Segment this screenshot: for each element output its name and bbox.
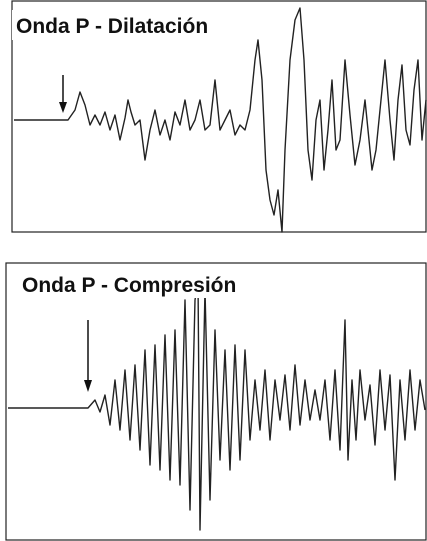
waveform <box>14 7 427 233</box>
title-bg <box>12 10 248 40</box>
panel-title: Onda P - Dilatación <box>16 15 208 38</box>
waveform <box>8 279 426 531</box>
panel-compresion: Onda P - Compresión <box>5 262 427 541</box>
arrow-head <box>84 380 92 392</box>
panel-frame <box>5 262 427 541</box>
panel-dilatacion: Onda P - Dilatación <box>11 0 427 233</box>
panel-frame <box>11 0 427 233</box>
arrow-head <box>59 102 67 113</box>
panel-title: Onda P - Compresión <box>22 274 236 297</box>
title-bg <box>18 270 286 298</box>
